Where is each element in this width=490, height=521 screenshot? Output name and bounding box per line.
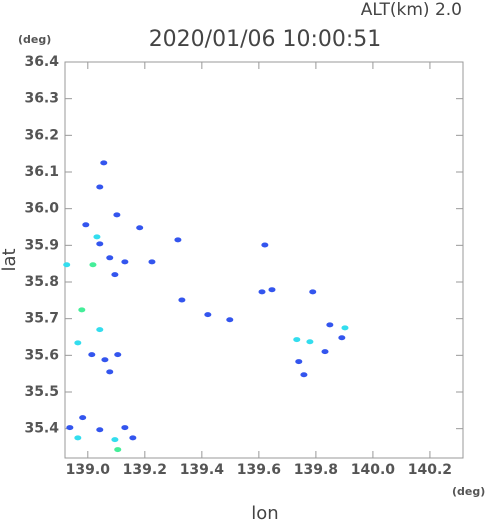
echo-point — [111, 437, 119, 443]
x-tick-label: 139.0 — [66, 462, 111, 478]
echo-point — [293, 337, 301, 343]
echo-point — [74, 340, 82, 346]
y-tick-label: 35.4 — [24, 421, 59, 437]
echo-point — [174, 237, 182, 243]
echo-point — [96, 241, 104, 247]
echo-point — [78, 307, 86, 313]
echo-point — [82, 222, 90, 228]
echo-point — [148, 259, 156, 265]
echo-point — [100, 160, 108, 166]
x-tick-label: 139.8 — [294, 462, 338, 478]
altitude-label: ALT(km) 2.0 — [361, 0, 462, 20]
echo-point — [268, 287, 276, 293]
echo-point — [106, 255, 114, 261]
echo-point — [204, 312, 212, 318]
y-tick-label: 35.6 — [24, 347, 59, 363]
echo-point — [261, 242, 269, 248]
x-unit: (deg) — [452, 485, 485, 498]
echo-point — [114, 447, 122, 453]
y-tick-label: 36.4 — [24, 54, 59, 70]
y-tick-label: 35.8 — [24, 274, 59, 290]
echo-point — [79, 415, 87, 421]
echo-point — [321, 349, 329, 355]
echo-point — [136, 225, 144, 231]
echo-point — [300, 372, 308, 378]
echo-point — [101, 357, 109, 363]
echo-point — [129, 435, 137, 441]
echo-point — [96, 427, 104, 433]
y-tick-label: 36.3 — [24, 91, 59, 107]
echo-point — [63, 262, 71, 268]
echo-point — [121, 259, 129, 265]
plot-frame — [64, 61, 464, 459]
echo-point — [96, 327, 104, 333]
echo-point — [111, 272, 119, 278]
echo-point — [295, 359, 303, 365]
echo-point — [96, 184, 104, 190]
y-tick-label: 36.2 — [24, 127, 59, 143]
echo-point — [93, 234, 101, 240]
x-tick-label: 139.2 — [123, 462, 167, 478]
echo-point — [74, 435, 82, 441]
x-tick-label: 140.0 — [351, 462, 396, 478]
y-tick-label: 35.7 — [24, 311, 59, 327]
echo-point — [178, 297, 186, 303]
y-unit: (deg) — [18, 33, 51, 46]
echo-point — [113, 212, 121, 218]
y-axis-label: lat — [0, 248, 20, 271]
echo-point — [66, 425, 74, 431]
echo-point — [106, 369, 114, 375]
echo-point — [114, 352, 122, 358]
x-axis-label: lon — [251, 503, 278, 521]
x-tick-label: 140.2 — [408, 462, 452, 478]
echo-point — [341, 325, 349, 331]
y-tick-label: 36.0 — [24, 201, 59, 217]
echo-point — [306, 339, 314, 345]
echo-point — [326, 322, 334, 328]
y-tick-label: 36.1 — [24, 164, 59, 180]
y-tick-label: 35.5 — [24, 384, 59, 400]
echo-point — [88, 352, 96, 358]
x-tick-label: 139.6 — [237, 462, 281, 478]
echo-point — [258, 289, 266, 295]
echo-point — [226, 317, 234, 323]
echo-point — [89, 262, 97, 268]
chart-title: 2020/01/06 10:00:51 — [149, 27, 382, 52]
echo-point — [338, 335, 346, 341]
x-tick-label: 139.4 — [180, 462, 225, 478]
echo-point — [309, 289, 317, 295]
echo-point — [121, 425, 129, 431]
y-tick-label: 35.9 — [24, 237, 59, 253]
